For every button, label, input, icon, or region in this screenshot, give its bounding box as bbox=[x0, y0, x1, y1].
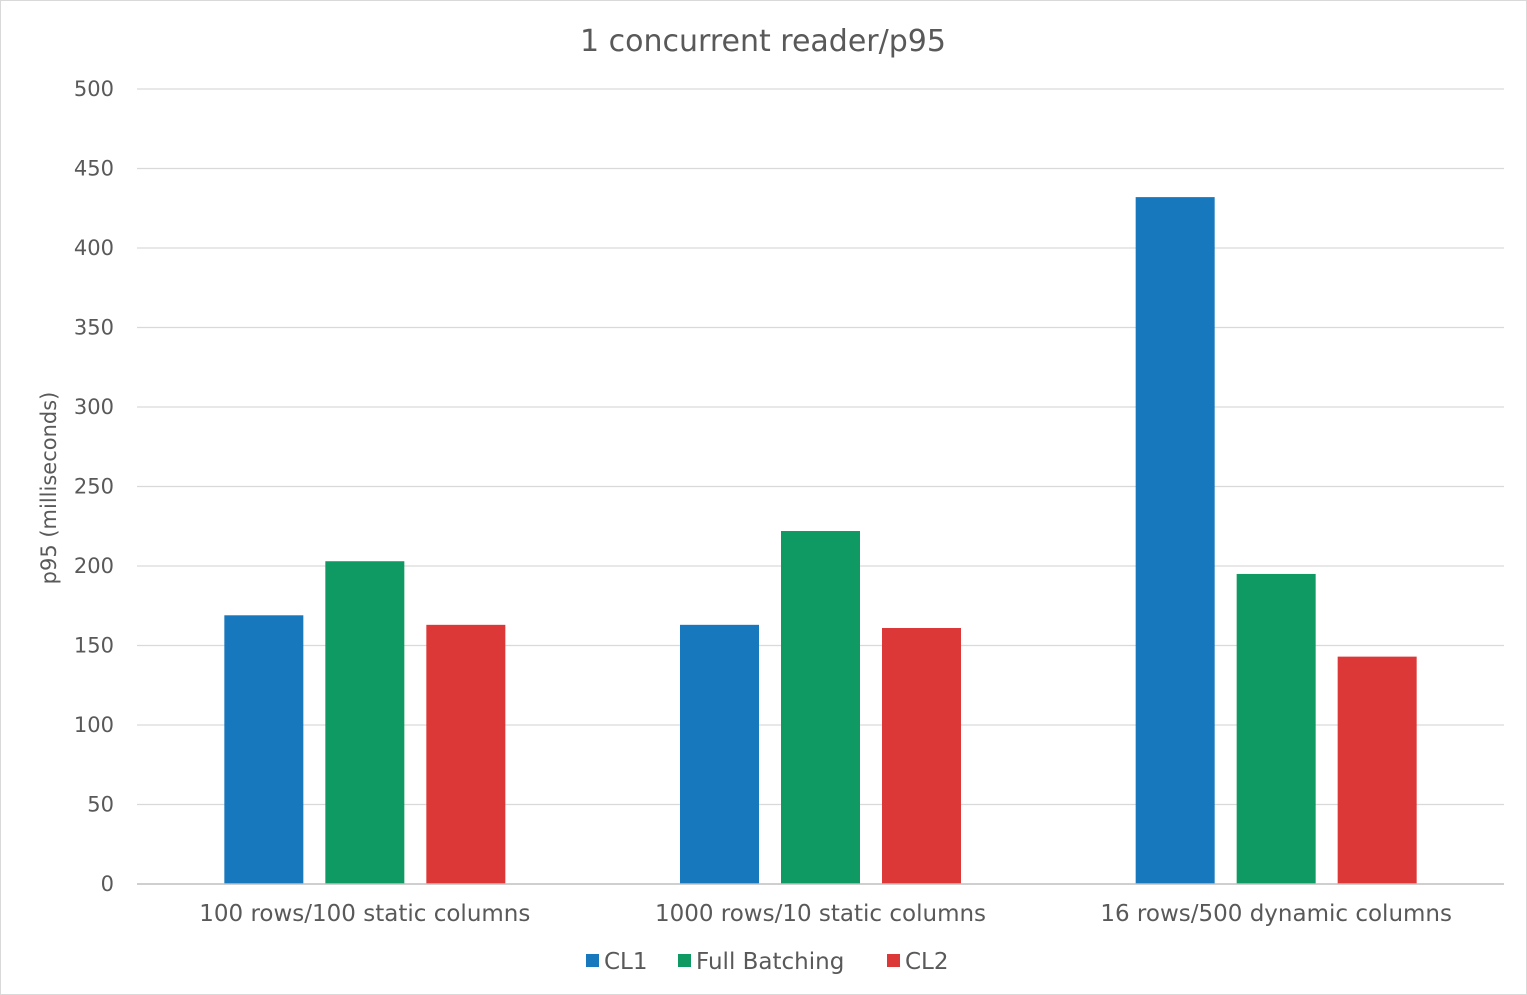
bar-cl1 bbox=[680, 624, 759, 884]
y-tick-label: 100 bbox=[74, 713, 114, 737]
y-tick-label: 200 bbox=[74, 554, 114, 578]
chart-title: 1 concurrent reader/p95 bbox=[580, 24, 946, 59]
y-tick-label: 350 bbox=[74, 316, 114, 340]
bars bbox=[224, 197, 1417, 884]
legend-label: CL2 bbox=[905, 949, 949, 975]
y-axis-ticks: 0 50 100 150 200 250 300 350 400 450 500 bbox=[74, 77, 114, 896]
x-category-label: 100 rows/100 static columns bbox=[199, 901, 530, 927]
legend-label: Full Batching bbox=[696, 949, 844, 975]
legend-swatch bbox=[586, 954, 599, 967]
bar-cl1 bbox=[224, 615, 304, 884]
y-tick-label: 450 bbox=[74, 157, 114, 181]
legend-label: CL1 bbox=[604, 949, 648, 975]
bar-cl2 bbox=[426, 624, 506, 884]
y-tick-label: 250 bbox=[74, 475, 114, 499]
y-tick-label: 300 bbox=[74, 395, 114, 419]
x-axis-categories: 100 rows/100 static columns 1000 rows/10 … bbox=[199, 901, 1452, 927]
x-category-label: 1000 rows/10 static columns bbox=[655, 901, 986, 927]
x-category-label: 16 rows/500 dynamic columns bbox=[1100, 901, 1452, 927]
bar-full-batching bbox=[325, 561, 405, 884]
y-tick-label: 500 bbox=[74, 77, 114, 101]
legend: CL1 Full Batching CL2 bbox=[586, 949, 949, 975]
y-tick-label: 150 bbox=[74, 634, 114, 658]
bar-cl1 bbox=[1135, 197, 1215, 884]
y-tick-label: 400 bbox=[74, 236, 114, 260]
bar-cl2 bbox=[882, 628, 961, 884]
bar-full-batching bbox=[781, 531, 860, 884]
legend-swatch bbox=[887, 954, 900, 967]
y-tick-label: 0 bbox=[101, 872, 114, 896]
legend-swatch bbox=[678, 954, 691, 967]
y-tick-label: 50 bbox=[87, 793, 114, 817]
bar-cl2 bbox=[1337, 656, 1417, 884]
bar-full-batching bbox=[1236, 573, 1316, 884]
y-axis-label: p95 (milliseconds) bbox=[37, 392, 61, 585]
